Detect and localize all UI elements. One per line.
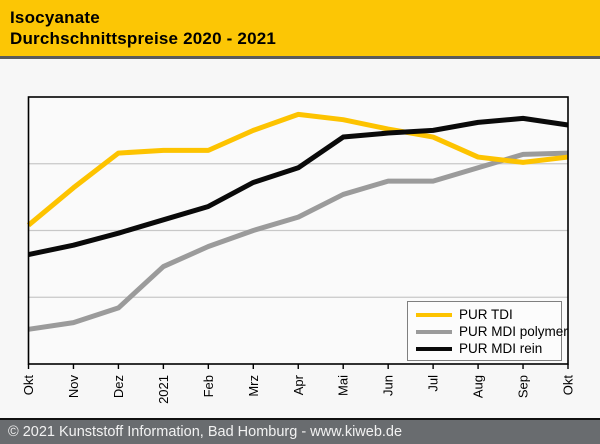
chart-legend: PUR TDI PUR MDI polymer PUR MDI rein <box>407 301 568 361</box>
x-axis-label: Jul <box>426 375 441 392</box>
x-axis-label: Aug <box>471 375 486 398</box>
page-title: Isocyanate <box>10 8 100 27</box>
x-axis-label: 2021 <box>156 375 171 404</box>
x-axis-label: Jun <box>381 375 396 396</box>
series-line-pur-tdi <box>26 111 569 228</box>
legend-swatch-pur-mdi-rein <box>416 346 452 351</box>
legend-item-pur-tdi: PUR TDI <box>416 307 555 322</box>
chart-region: Okt Nov Dez 2021 Feb Mrz Apr Mai Jun Jul Aug Sep Okt… <box>0 59 600 418</box>
x-axis-label: Mrz <box>246 375 261 397</box>
legend-label: PUR MDI polymer <box>459 324 568 339</box>
line-chart: Okt Nov Dez 2021 Feb Mrz Apr Mai Jun Jul Aug Sep Okt <box>21 96 576 404</box>
x-axis-label: Sep <box>516 375 531 398</box>
series-line-pur-mdi-rein <box>27 115 569 257</box>
x-axis-label: Apr <box>291 374 306 395</box>
copyright-text: © 2021 Kunststoff Information, Bad Hombu… <box>8 424 403 440</box>
x-axis-label: Mai <box>336 375 351 396</box>
page-subtitle: Durchschnittspreise 2020 - 2021 <box>10 29 277 48</box>
x-axis-label: Dez <box>111 375 126 398</box>
legend-swatch-pur-mdi-polymer <box>416 329 452 334</box>
x-axis-label: Nov <box>66 375 81 399</box>
legend-item-pur-mdi-rein: PUR MDI rein <box>416 341 555 356</box>
x-axis-label: Okt <box>21 375 36 396</box>
x-axis-label: Feb <box>201 375 216 397</box>
page-header: Isocyanate Durchschnittspreise 2020 - 20… <box>0 0 600 59</box>
legend-swatch-pur-tdi <box>416 312 452 317</box>
legend-item-pur-mdi-polymer: PUR MDI polymer <box>416 324 568 339</box>
legend-label: PUR TDI <box>459 307 513 322</box>
series-line-pur-mdi-polymer <box>28 150 569 332</box>
legend-label: PUR MDI rein <box>459 341 543 356</box>
page-footer: © 2021 Kunststoff Information, Bad Hombu… <box>0 418 600 444</box>
x-axis-label: Okt <box>561 375 576 396</box>
